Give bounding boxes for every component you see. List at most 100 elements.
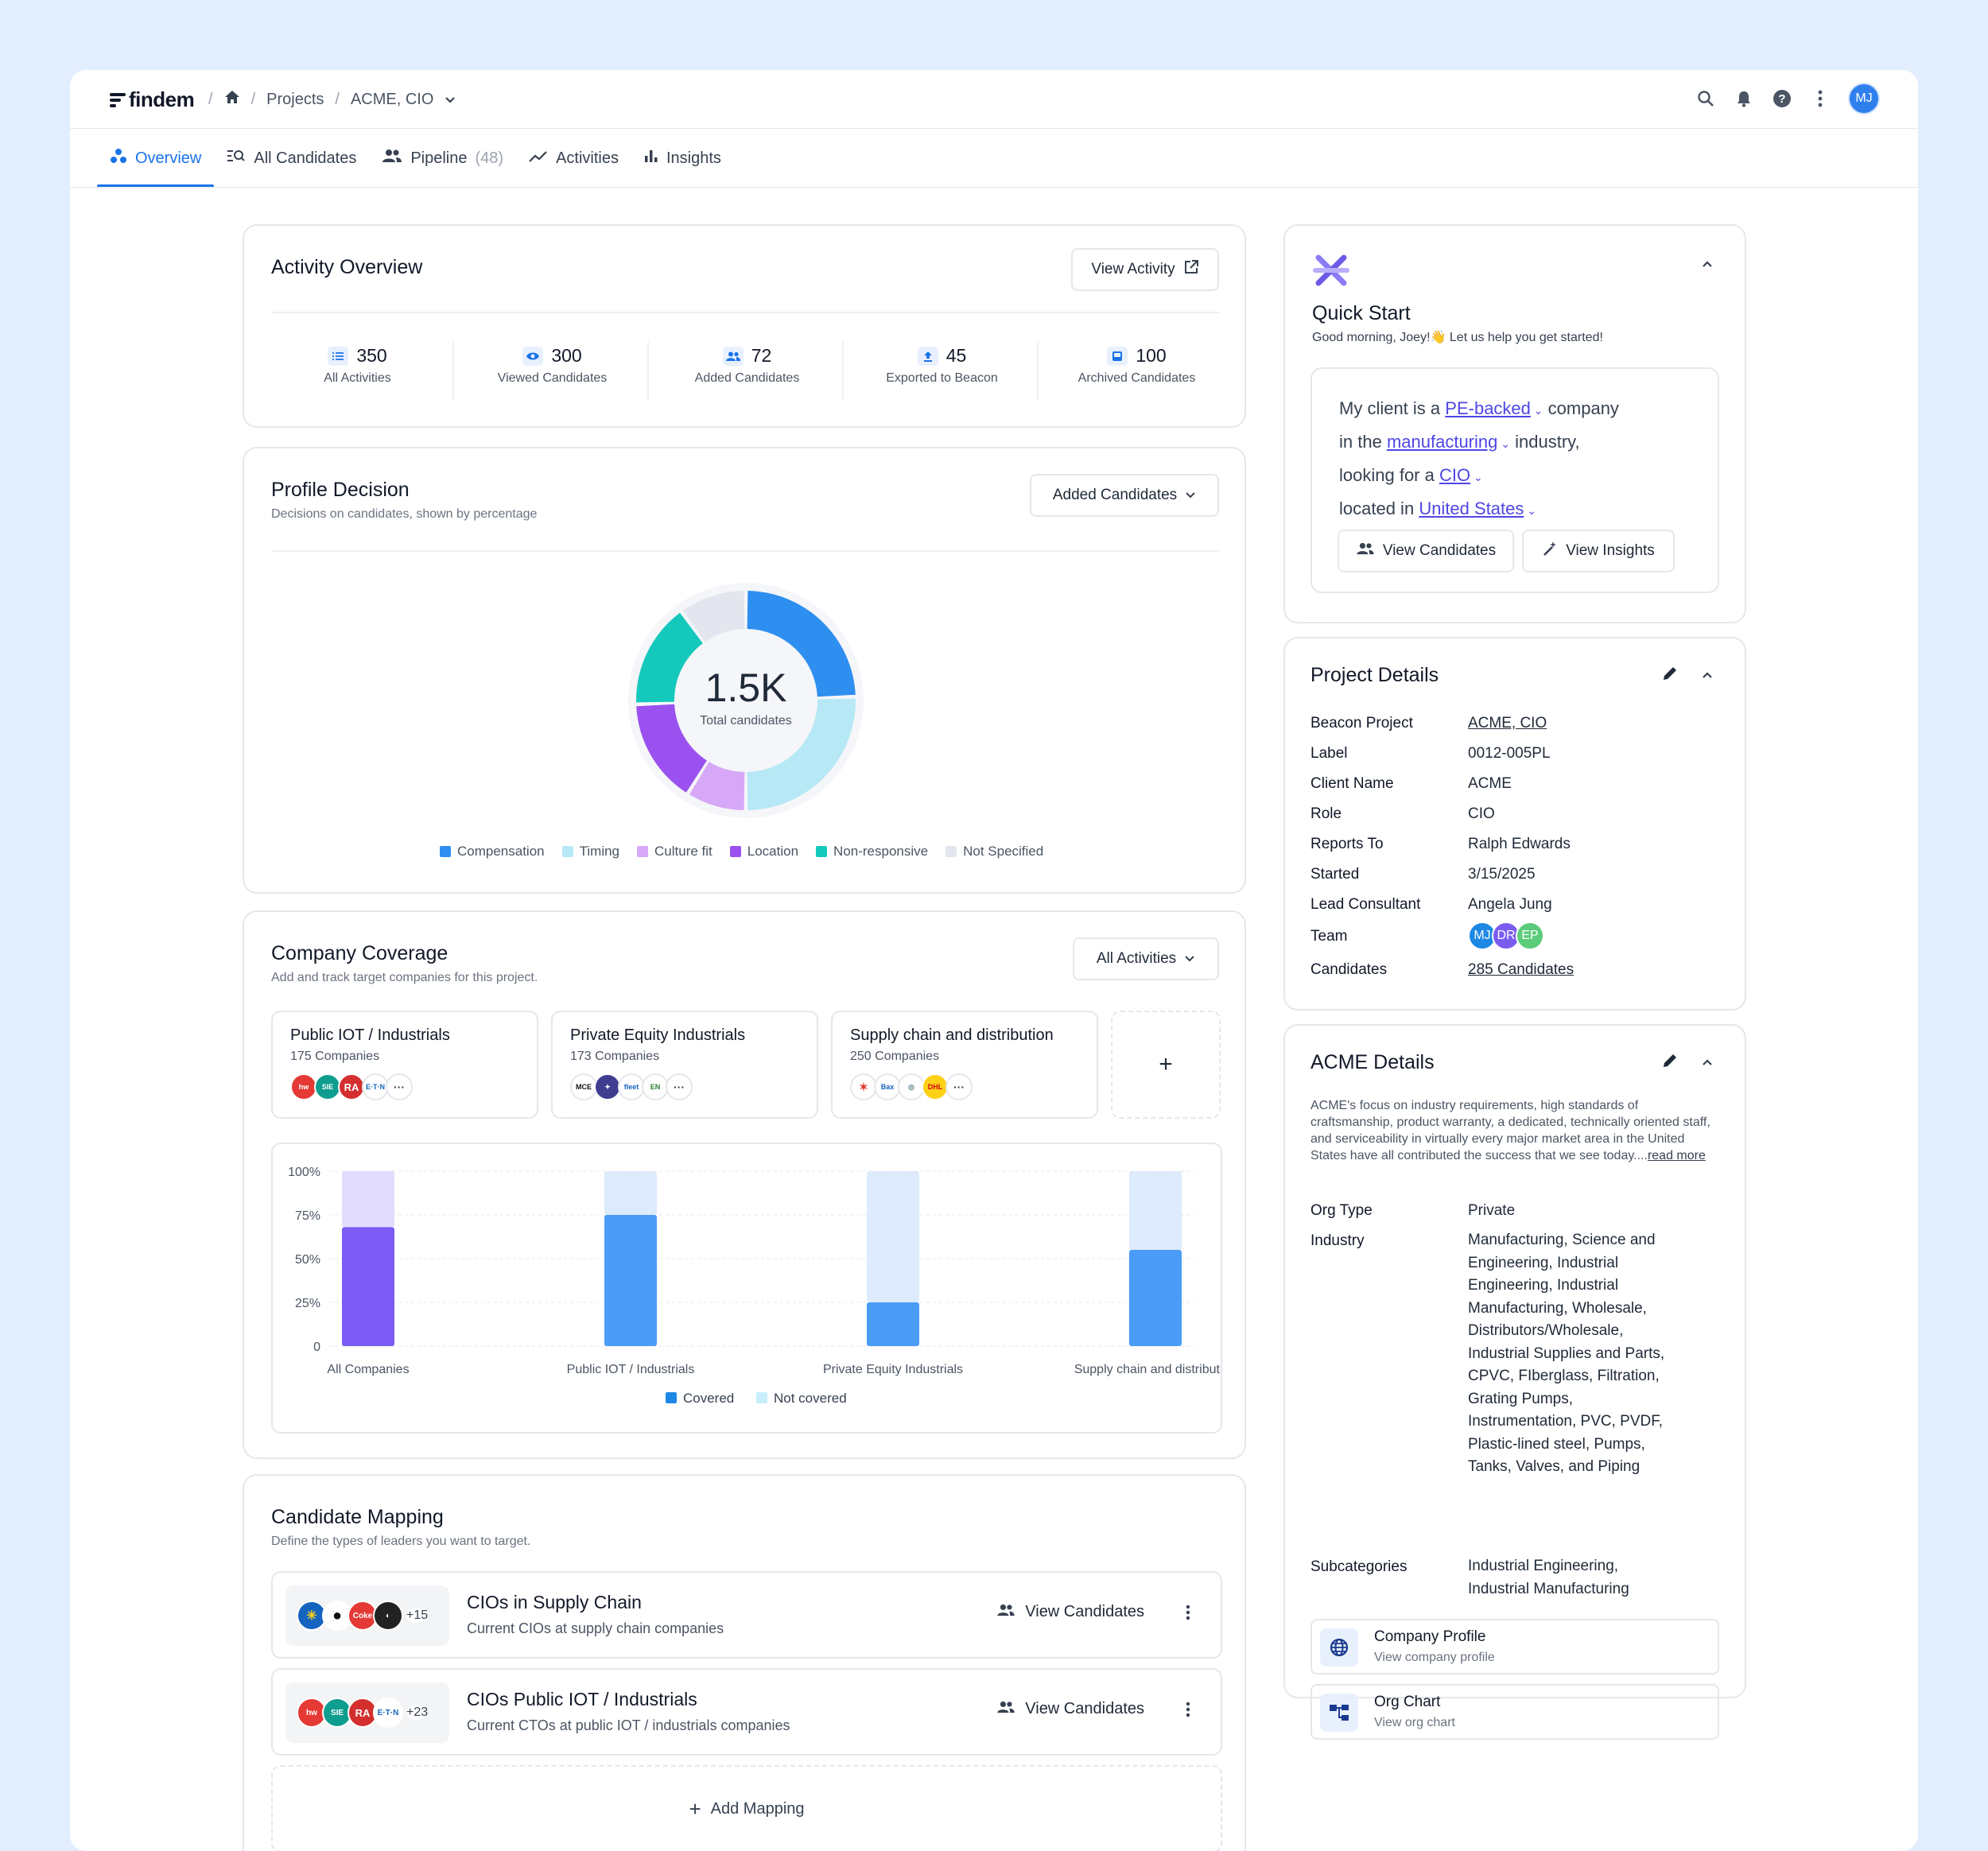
- more-vertical-icon[interactable]: [1186, 1605, 1190, 1624]
- industry-line: Grating Pumps,: [1468, 1390, 1573, 1407]
- subcategories-list: Industrial Engineering, Industrial Manuf…: [1468, 1555, 1629, 1601]
- donut-slice-not-specified[interactable]: [682, 591, 745, 642]
- user-avatar[interactable]: MJ: [1848, 83, 1880, 114]
- role-select[interactable]: CIO: [1439, 465, 1471, 485]
- tab-insights[interactable]: Insights: [631, 129, 734, 188]
- tab-overview[interactable]: Overview: [97, 129, 215, 188]
- mapping-desc: Current CIOs at supply chain companies: [467, 1620, 724, 1636]
- stat-label: Added Candidates: [694, 371, 800, 385]
- magic-wand-icon: [1542, 541, 1558, 561]
- profile-decision-title: Profile Decision: [271, 479, 410, 501]
- collapse-chevron-icon[interactable]: [1702, 258, 1713, 272]
- mapping-title: CIOs Public IOT / Industrials: [467, 1689, 697, 1709]
- bar-covered[interactable]: [867, 1302, 919, 1346]
- top-bar: findem / / Projects / ACME, CIO ? MJ: [70, 70, 1918, 129]
- industry-select[interactable]: manufacturing: [1386, 432, 1498, 452]
- chevron-down-icon[interactable]: ⌄: [1524, 504, 1537, 517]
- edit-pencil-icon[interactable]: [1662, 1053, 1678, 1073]
- stat-value: 72: [751, 345, 772, 366]
- company-logo: hw: [290, 1073, 317, 1100]
- help-icon[interactable]: ?: [1772, 88, 1792, 109]
- mapping-row-supply-chain[interactable]: ✳ ● Coke ◐ +15 CIOs in Supply Chain Curr…: [271, 1571, 1222, 1659]
- chevron-down-icon[interactable]: ⌄: [1497, 437, 1510, 450]
- donut-slice-non-responsive[interactable]: [636, 612, 703, 703]
- trend-icon: [529, 149, 548, 168]
- stat-all-activities[interactable]: 350 All Activities: [260, 345, 455, 386]
- x-tick-label: All Companies: [327, 1363, 409, 1376]
- chevron-down-icon[interactable]: [445, 91, 456, 109]
- team-avatar[interactable]: EP: [1516, 922, 1544, 950]
- more-vertical-icon[interactable]: [1186, 1702, 1190, 1721]
- donut-slice-culture-fit[interactable]: [689, 762, 745, 810]
- bar-covered[interactable]: [604, 1215, 657, 1346]
- segment-card-supply-chain[interactable]: Supply chain and distribution 250 Compan…: [831, 1011, 1098, 1119]
- bar-not-covered[interactable]: [342, 1171, 394, 1228]
- more-logos-icon: ···: [386, 1073, 413, 1100]
- detail-value: 3/15/2025: [1468, 866, 1536, 883]
- donut-slice-timing[interactable]: [747, 698, 856, 810]
- segment-card-public-iot[interactable]: Public IOT / Industrials 175 Companies h…: [271, 1011, 538, 1119]
- stat-viewed-candidates[interactable]: 300 Viewed Candidates: [455, 345, 650, 386]
- beacon-project-link[interactable]: ACME, CIO: [1468, 715, 1547, 731]
- breadcrumb-projects[interactable]: Projects: [266, 90, 324, 108]
- collapse-chevron-icon[interactable]: [1702, 669, 1713, 683]
- svg-text:?: ?: [1778, 92, 1785, 106]
- team-avatar[interactable]: MJ: [1468, 922, 1497, 950]
- read-more-link[interactable]: read more: [1647, 1149, 1706, 1162]
- stat-archived-candidates[interactable]: 100 Archived Candidates: [1039, 345, 1234, 386]
- company-logos: ✶ Bax ◎ DHL ···: [850, 1073, 1079, 1100]
- org-chart-link[interactable]: Org Chart View org chart: [1310, 1684, 1719, 1740]
- org-type-select[interactable]: PE-backed: [1445, 398, 1531, 418]
- company-logo: SIE: [314, 1073, 341, 1100]
- company-coverage-card: Company Coverage Add and track target co…: [243, 910, 1246, 1459]
- more-vertical-icon[interactable]: [1810, 88, 1831, 109]
- qs-view-insights-button[interactable]: View Insights: [1522, 530, 1675, 572]
- legend-label: Compensation: [457, 844, 545, 859]
- chevron-down-icon[interactable]: ⌄: [1470, 471, 1483, 483]
- all-activities-dropdown[interactable]: All Activities: [1073, 937, 1219, 980]
- bar-not-covered[interactable]: [604, 1171, 657, 1215]
- candidates-link[interactable]: 285 Candidates: [1468, 961, 1574, 978]
- added-candidates-dropdown[interactable]: Added Candidates: [1030, 474, 1219, 517]
- bar-covered[interactable]: [342, 1227, 394, 1346]
- bar-not-covered[interactable]: [1129, 1171, 1182, 1250]
- org-chart-icon: [1320, 1694, 1358, 1732]
- legend-label: Timing: [579, 844, 620, 859]
- findem-logo[interactable]: findem: [110, 87, 195, 112]
- view-candidates-button[interactable]: View Candidates: [996, 1603, 1144, 1621]
- search-icon[interactable]: [1695, 88, 1716, 109]
- view-candidates-button[interactable]: View Candidates: [996, 1700, 1144, 1718]
- location-select[interactable]: United States: [1419, 499, 1524, 518]
- detail-key: Candidates: [1310, 961, 1388, 978]
- stat-added-candidates[interactable]: 72 Added Candidates: [650, 345, 845, 386]
- tab-pipeline[interactable]: Pipeline (48): [369, 129, 516, 188]
- legend-item: Location: [729, 844, 798, 860]
- add-mapping-button[interactable]: + Add Mapping: [271, 1765, 1222, 1851]
- detail-key: Role: [1310, 805, 1342, 822]
- donut-slice-compensation[interactable]: [747, 591, 856, 697]
- breadcrumb-current[interactable]: ACME, CIO: [350, 90, 434, 108]
- tab-activities[interactable]: Activities: [516, 129, 631, 188]
- stat-value: 100: [1136, 345, 1167, 366]
- bar-covered[interactable]: [1129, 1250, 1182, 1346]
- collapse-chevron-icon[interactable]: [1702, 1056, 1713, 1070]
- edit-pencil-icon[interactable]: [1662, 666, 1678, 685]
- view-activity-button[interactable]: View Activity: [1071, 248, 1219, 291]
- app-window: findem / / Projects / ACME, CIO ? MJ Ove…: [70, 70, 1918, 1851]
- company-profile-link[interactable]: Company Profile View company profile: [1310, 1619, 1719, 1674]
- legend-swatch: [561, 846, 573, 857]
- stat-exported-beacon[interactable]: 45 Exported to Beacon: [845, 345, 1039, 386]
- chevron-down-icon[interactable]: ⌄: [1530, 404, 1543, 417]
- tab-all-candidates[interactable]: All Candidates: [214, 129, 369, 188]
- industry-list: Manufacturing, Science and Engineering, …: [1468, 1229, 1664, 1479]
- add-segment-button[interactable]: +: [1111, 1011, 1221, 1119]
- more-logos-icon: ···: [945, 1073, 973, 1100]
- globe-icon: [1320, 1628, 1358, 1667]
- qs-view-candidates-button[interactable]: View Candidates: [1338, 530, 1514, 572]
- donut-slice-location[interactable]: [636, 704, 707, 793]
- mapping-row-public-iot[interactable]: hw SIE RA E·T·N +23 CIOs Public IOT / In…: [271, 1668, 1222, 1756]
- bell-icon[interactable]: [1734, 88, 1754, 109]
- home-icon[interactable]: [224, 90, 240, 109]
- bar-not-covered[interactable]: [867, 1171, 919, 1302]
- segment-card-private-equity[interactable]: Private Equity Industrials 173 Companies…: [551, 1011, 818, 1119]
